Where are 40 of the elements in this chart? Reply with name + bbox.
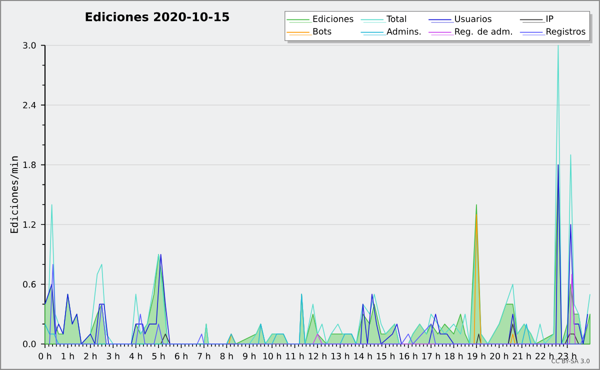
legend-label: Ediciones <box>313 15 354 22</box>
x-tick-label: 4 h <box>129 352 142 360</box>
x-tick-label: 2 h <box>84 352 97 360</box>
chart-title: Ediciones 2020-10-15 <box>86 12 230 22</box>
x-tick-label: 12 h <box>308 352 326 360</box>
y-tick-label: 2.4 <box>23 102 36 108</box>
x-tick-label: 3 h <box>106 352 120 360</box>
x-tick-label: 17 h <box>422 352 440 360</box>
y-tick-label: 3.0 <box>23 42 36 49</box>
x-tick-label: 5 h <box>152 352 165 360</box>
x-tick-label: 16 h <box>400 352 418 360</box>
x-tick-label: 22 h <box>536 352 554 360</box>
x-tick-label: 14 h <box>354 352 372 360</box>
y-axis-title: Ediciones/min <box>10 156 19 233</box>
legend-label: Registros <box>546 28 586 36</box>
x-tick-label: 9 h <box>243 352 256 360</box>
x-tick-label: 11 h <box>286 352 304 360</box>
x-tick-label: 1 h <box>62 352 74 360</box>
legend-label: Bots <box>313 28 332 35</box>
x-tick-label: 23 h <box>558 352 576 360</box>
x-tick-label: 15 h <box>376 352 395 360</box>
legend-label: Admins. <box>386 28 421 35</box>
x-tick-label: 6 h <box>174 352 188 360</box>
x-tick-label: 0 h <box>38 352 52 360</box>
legend-label: IP <box>546 16 554 22</box>
x-tick-label: 19 h <box>468 352 486 360</box>
x-tick-label: 8 h <box>220 352 233 360</box>
x-tick-label: 18 h <box>445 352 463 360</box>
legend-label: Usuarios <box>455 15 492 22</box>
legend-label: Reg. de adm. <box>455 28 512 36</box>
y-tick-label: 1.8 <box>23 162 36 168</box>
x-tick-label: 7 h <box>198 352 210 360</box>
x-tick-label: 21 h <box>512 352 531 360</box>
y-tick-label: 1.2 <box>23 221 36 228</box>
legend-label: Total <box>386 15 406 22</box>
y-tick-label: 0.0 <box>23 340 36 348</box>
x-tick-label: 20 h <box>490 352 508 360</box>
x-tick-label: 10 h <box>263 352 281 360</box>
y-tick-label: 0.6 <box>23 280 36 288</box>
x-tick-label: 13 h <box>332 352 350 360</box>
